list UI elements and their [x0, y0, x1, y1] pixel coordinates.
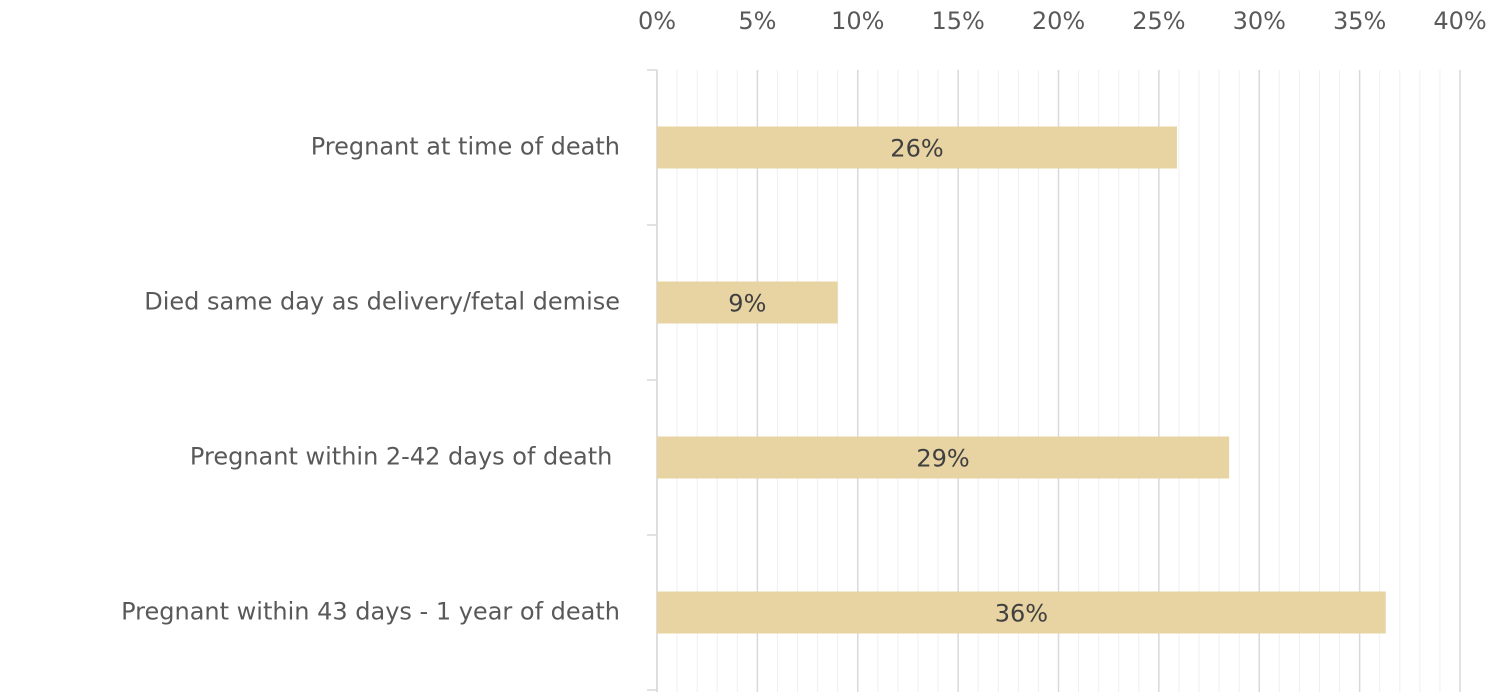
- bar: [657, 126, 1177, 169]
- y-tick-label: Pregnant within 2-42 days of death: [190, 443, 620, 471]
- x-tick-label: 15%: [931, 7, 984, 35]
- y-tick-label: Pregnant at time of death: [311, 133, 620, 161]
- y-tick-label: Died same day as delivery/fetal demise: [144, 288, 620, 316]
- bar: [657, 591, 1386, 634]
- y-tick-label: Pregnant within 43 days - 1 year of deat…: [121, 598, 620, 626]
- data-label: 9%: [728, 290, 766, 318]
- x-tick-label: 20%: [1032, 7, 1085, 35]
- data-label: 26%: [890, 135, 943, 163]
- data-label: 29%: [916, 445, 969, 473]
- bar: [657, 281, 838, 324]
- x-tick-label: 10%: [831, 7, 884, 35]
- x-tick-label: 30%: [1233, 7, 1286, 35]
- bar: [657, 436, 1230, 479]
- x-tick-label: 0%: [638, 7, 676, 35]
- x-tick-label: 35%: [1333, 7, 1386, 35]
- x-tick-label: 25%: [1132, 7, 1185, 35]
- data-label: 36%: [995, 600, 1048, 628]
- x-tick-label: 5%: [738, 7, 776, 35]
- x-tick-label: 40%: [1433, 7, 1486, 35]
